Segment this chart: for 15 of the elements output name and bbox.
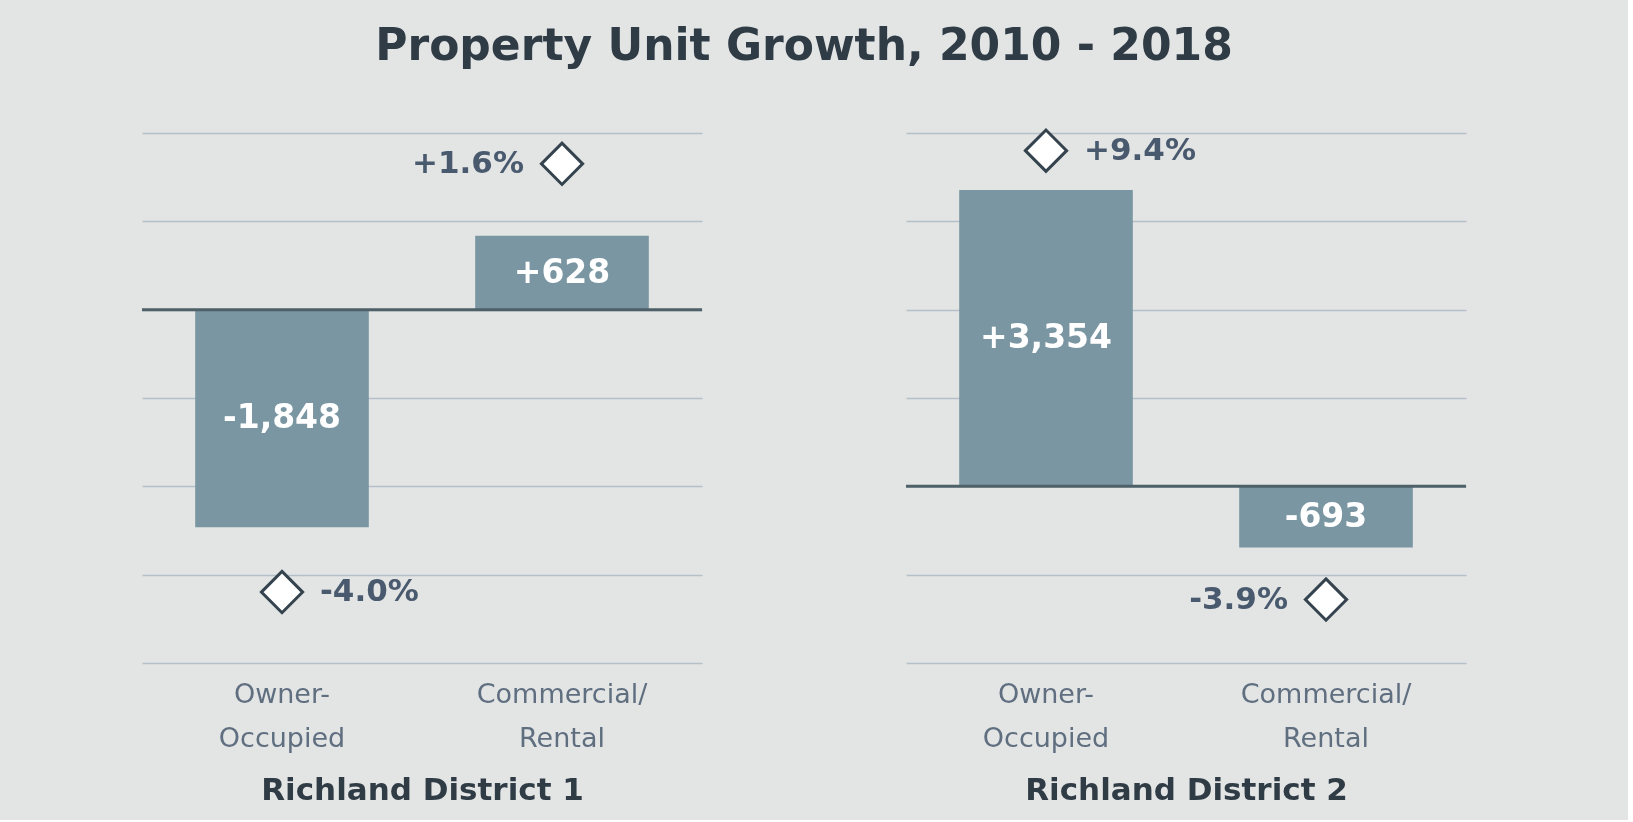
text: Property Unit Growth, 2010 - 2018 xyxy=(375,19,1233,71)
x-axis-title: Richland District 1 xyxy=(261,770,584,807)
x-tick-label: Owner-Occupied xyxy=(218,677,346,753)
annotation: -3.9% xyxy=(1189,579,1288,616)
x-tick-label: Commercial/Rental xyxy=(476,677,649,753)
data-label: -1,848 xyxy=(222,397,342,437)
annotation: +9.4% xyxy=(1084,130,1196,167)
x-tick-label: Commercial/Rental xyxy=(1240,677,1413,753)
x-axis-title: Richland District 2 xyxy=(1025,770,1348,807)
data-label: +3,354 xyxy=(979,317,1113,357)
annotation: +1.6% xyxy=(412,143,524,180)
data-label: -693 xyxy=(1284,495,1368,535)
x-tick-label: Owner-Occupied xyxy=(982,677,1110,753)
annotation: -4.0% xyxy=(320,572,419,609)
data-label: +628 xyxy=(513,251,611,291)
